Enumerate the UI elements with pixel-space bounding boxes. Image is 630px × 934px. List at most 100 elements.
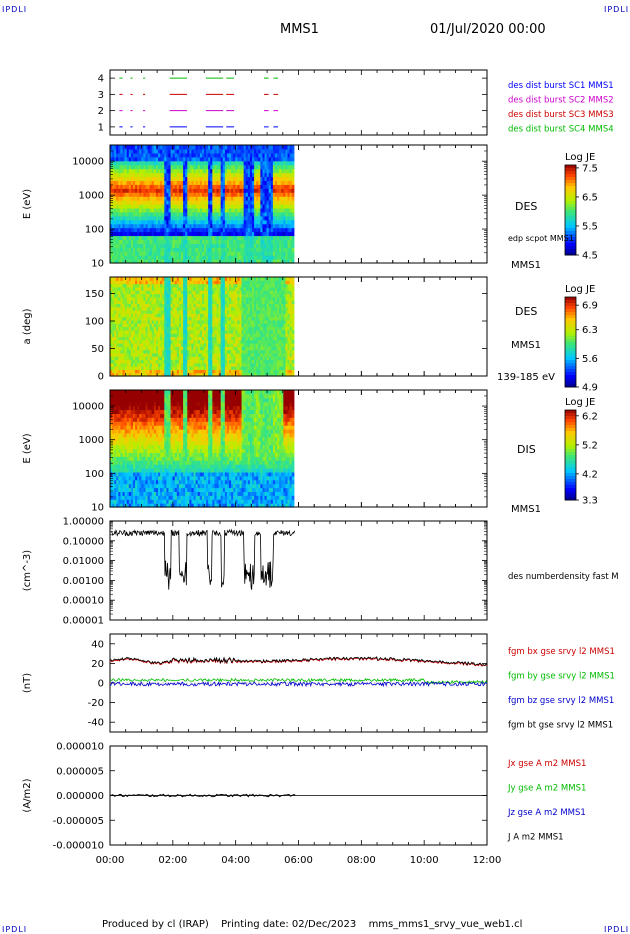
des-pitch-cell bbox=[110, 359, 113, 364]
des-pitch-cell bbox=[149, 329, 153, 334]
des-energy-cell bbox=[291, 168, 295, 174]
des-pitch-cell bbox=[191, 356, 195, 361]
des-pitch-cell bbox=[214, 310, 218, 314]
des-energy-cell bbox=[266, 211, 270, 217]
des-energy-cell bbox=[283, 215, 287, 221]
des-energy-cell bbox=[256, 215, 259, 221]
des-pitch-cell bbox=[224, 296, 228, 301]
des-energy-cell bbox=[216, 223, 220, 229]
des-energy-cell bbox=[191, 200, 195, 205]
des-pitch-cell bbox=[214, 362, 218, 367]
des-energy-cell bbox=[197, 215, 201, 221]
des-energy-cell bbox=[189, 148, 193, 154]
des-energy-cell bbox=[270, 156, 274, 162]
des-pitch-cell bbox=[189, 296, 193, 301]
des-energy-cell bbox=[201, 156, 205, 162]
des-pitch-cell bbox=[147, 283, 151, 288]
des-pitch-cell bbox=[203, 323, 207, 328]
des-energy-cell bbox=[235, 176, 238, 181]
des-energy-cell bbox=[181, 172, 184, 178]
des-energy-cell bbox=[260, 196, 264, 201]
des-energy-cell bbox=[272, 180, 276, 185]
des-energy-cell bbox=[174, 211, 178, 217]
des-energy-cell bbox=[214, 200, 218, 205]
des-energy-cell bbox=[210, 247, 213, 252]
des-pitch-cell bbox=[120, 306, 124, 311]
des-energy-cell bbox=[183, 231, 186, 237]
des-energy-cell bbox=[216, 247, 220, 252]
des-pitch-cell bbox=[187, 283, 190, 288]
des-energy-cell bbox=[189, 152, 193, 158]
des-energy-cell bbox=[274, 255, 278, 260]
des-pitch-cell bbox=[147, 293, 151, 298]
des-energy-cell bbox=[281, 164, 284, 170]
des-energy-cell bbox=[199, 168, 203, 174]
des-pitch-cell bbox=[170, 313, 174, 318]
des-energy-cell bbox=[181, 156, 184, 162]
des-energy-cell bbox=[268, 219, 272, 225]
des-energy-cell bbox=[266, 227, 270, 233]
des-energy-cell bbox=[218, 192, 222, 197]
des-energy-cell bbox=[239, 219, 243, 225]
des-energy-cell bbox=[224, 168, 228, 174]
des-energy-cell bbox=[120, 211, 124, 217]
des-pitch-cell bbox=[181, 296, 184, 301]
des-pitch-cell bbox=[195, 293, 199, 298]
des-energy-cell bbox=[270, 211, 274, 217]
des-pitch-cell bbox=[201, 319, 205, 324]
des-energy-cell bbox=[193, 192, 197, 197]
des-energy-cell bbox=[149, 176, 153, 181]
des-pitch-cell bbox=[191, 306, 195, 311]
des-pitch-cell bbox=[193, 290, 197, 295]
des-pitch-cell bbox=[210, 359, 213, 364]
des-energy-cell bbox=[249, 172, 253, 178]
des-energy-cell bbox=[199, 239, 203, 244]
des-pitch-cell bbox=[214, 296, 218, 301]
des-energy-cell bbox=[185, 196, 188, 201]
des-energy-cell bbox=[160, 148, 163, 154]
des-pitch-cell bbox=[174, 356, 178, 361]
des-pitch-cell bbox=[164, 319, 167, 324]
des-energy-cell bbox=[268, 168, 272, 174]
des-energy-cell bbox=[141, 176, 145, 181]
des-energy-cell bbox=[247, 164, 251, 170]
des-pitch-cell bbox=[176, 319, 180, 324]
des-energy-cell bbox=[268, 145, 272, 150]
des-pitch-cell bbox=[189, 316, 193, 321]
des-energy-cell bbox=[176, 227, 180, 233]
des-energy-cell bbox=[147, 192, 151, 197]
des-energy-cell bbox=[120, 168, 124, 174]
des-energy-cell bbox=[112, 148, 115, 154]
des-pitch-cell bbox=[114, 369, 117, 374]
des-energy-cell bbox=[247, 223, 251, 229]
des-energy-cell bbox=[145, 164, 149, 170]
des-energy-cell bbox=[220, 200, 224, 205]
des-pitch-cell bbox=[114, 323, 117, 328]
des-pitch-cell bbox=[216, 359, 220, 364]
des-energy-cell bbox=[130, 152, 134, 158]
des-energy-cell bbox=[272, 196, 276, 201]
des-pitch-cell bbox=[160, 280, 163, 285]
des-pitch-cell bbox=[166, 372, 170, 377]
des-energy-cell bbox=[203, 223, 207, 229]
des-energy-cell bbox=[218, 176, 222, 181]
des-pitch-cell bbox=[243, 323, 247, 328]
des-energy-cell bbox=[195, 239, 199, 244]
des-energy-cell bbox=[139, 184, 142, 189]
des-energy-colorbar-segment bbox=[565, 183, 576, 187]
des-energy-cell bbox=[143, 255, 147, 260]
des-pitch-cell bbox=[193, 326, 197, 331]
des-pitch-cell bbox=[214, 286, 218, 291]
des-pitch-cell bbox=[203, 352, 207, 357]
des-pitch-cell bbox=[189, 277, 193, 281]
des-pitch-cell bbox=[141, 369, 145, 374]
des-energy-cell bbox=[147, 148, 151, 154]
des-energy-cell bbox=[208, 204, 211, 209]
des-energy-cell bbox=[212, 243, 216, 248]
des-energy-cell bbox=[268, 255, 272, 260]
des-energy-cell bbox=[210, 172, 213, 178]
des-energy-cell bbox=[120, 231, 124, 237]
des-energy-cell bbox=[128, 223, 132, 229]
des-pitch-cell bbox=[110, 362, 113, 367]
des-pitch-cell bbox=[120, 326, 124, 331]
